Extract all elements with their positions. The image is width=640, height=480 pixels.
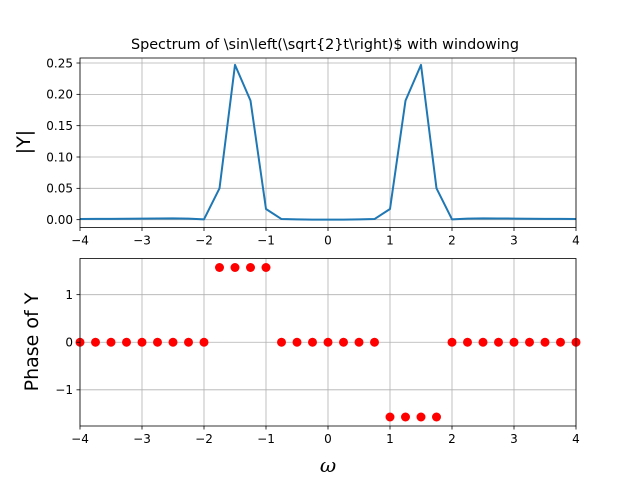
x-tick-label: 2 bbox=[448, 432, 456, 446]
y-tick-label: 0 bbox=[65, 336, 73, 350]
phase-point bbox=[199, 337, 209, 347]
magnitude-y-label: |Y| bbox=[13, 130, 35, 154]
phase-point bbox=[447, 337, 457, 347]
phase-point bbox=[354, 337, 364, 347]
phase-point bbox=[478, 337, 488, 347]
x-tick-label: −1 bbox=[257, 432, 275, 446]
phase-point bbox=[230, 263, 240, 273]
x-tick-label: 4 bbox=[572, 432, 580, 446]
y-tick-label: 0.00 bbox=[46, 213, 73, 227]
phase-point bbox=[494, 337, 503, 347]
magnitude-plot: Spectrum of \sin\left(\sqrt{2}t\right)$ … bbox=[13, 37, 580, 248]
x-tick-label: 1 bbox=[386, 432, 394, 446]
magnitude-line bbox=[79, 63, 577, 221]
y-tick-label: 0.05 bbox=[46, 182, 73, 196]
phase-point bbox=[370, 337, 379, 347]
y-tick-label: −1 bbox=[55, 383, 73, 397]
phase-point bbox=[137, 337, 147, 347]
phase-point bbox=[91, 337, 100, 347]
x-tick-label: −1 bbox=[257, 234, 275, 248]
phase-plot: −4 −3 −2 −1 0 1 2 3 4 −1 0 1 Phase of Y ω bbox=[21, 258, 581, 477]
x-tick-label: −3 bbox=[133, 432, 151, 446]
y-tick-label: 1 bbox=[65, 288, 73, 302]
x-tick-label: 1 bbox=[386, 234, 394, 248]
phase-point bbox=[416, 412, 426, 422]
phase-point bbox=[323, 337, 333, 347]
y-tick-label: 0.20 bbox=[46, 88, 73, 102]
magnitude-y-ticks: 0.00 0.05 0.10 0.15 0.20 0.25 bbox=[46, 56, 80, 227]
phase-point bbox=[339, 337, 348, 347]
x-tick-label: −4 bbox=[71, 432, 89, 446]
phase-y-label: Phase of Y bbox=[21, 292, 43, 391]
x-tick-label: −4 bbox=[71, 234, 89, 248]
x-tick-label: 0 bbox=[324, 234, 332, 248]
x-tick-label: 3 bbox=[510, 432, 518, 446]
phase-point bbox=[215, 263, 224, 273]
phase-point bbox=[277, 337, 286, 347]
phase-point bbox=[540, 337, 550, 347]
x-tick-label: 0 bbox=[324, 432, 332, 446]
phase-point bbox=[556, 337, 565, 347]
magnitude-x-ticks: −4 −3 −2 −1 0 1 2 3 4 bbox=[71, 227, 580, 248]
phase-point bbox=[308, 337, 317, 347]
phase-point bbox=[106, 337, 116, 347]
y-tick-label: 0.15 bbox=[46, 119, 73, 133]
x-tick-label: −3 bbox=[133, 234, 151, 248]
x-tick-label: 2 bbox=[448, 234, 456, 248]
phase-point bbox=[401, 412, 410, 422]
x-tick-label: −2 bbox=[195, 432, 213, 446]
phase-x-ticks: −4 −3 −2 −1 0 1 2 3 4 bbox=[71, 426, 580, 446]
phase-point bbox=[292, 337, 302, 347]
magnitude-series bbox=[79, 63, 577, 221]
y-tick-label: 0.10 bbox=[46, 150, 73, 164]
y-tick-label: 0.25 bbox=[46, 56, 73, 70]
phase-point bbox=[246, 263, 255, 273]
phase-point bbox=[122, 337, 131, 347]
phase-point bbox=[463, 337, 472, 347]
phase-x-label: ω bbox=[320, 453, 336, 477]
phase-point bbox=[168, 337, 178, 347]
x-tick-label: −2 bbox=[195, 234, 213, 248]
phase-point bbox=[385, 412, 395, 422]
chart-title: Spectrum of \sin\left(\sqrt{2}t\right)$ … bbox=[131, 37, 519, 53]
phase-point bbox=[184, 337, 193, 347]
phase-y-ticks: −1 0 1 bbox=[55, 288, 80, 397]
phase-point bbox=[153, 337, 162, 347]
x-tick-label: 4 bbox=[572, 234, 580, 248]
x-tick-label: 3 bbox=[510, 234, 518, 248]
phase-point bbox=[525, 337, 534, 347]
phase-point bbox=[261, 263, 271, 273]
phase-point bbox=[432, 412, 441, 422]
phase-point bbox=[509, 337, 519, 347]
